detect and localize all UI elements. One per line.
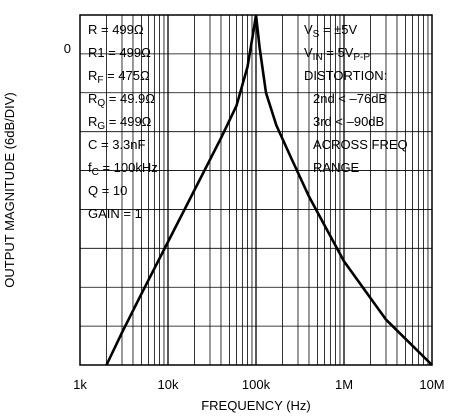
annotation-c: C = 3.3nF (88, 137, 146, 152)
y-tick-label: 0 (64, 41, 71, 56)
x-tick-label: 100k (242, 377, 271, 392)
x-tick-label: 10k (158, 377, 179, 392)
annotation-range: RANGE (313, 160, 360, 175)
series-line (105, 14, 433, 366)
x-tick-label: 1M (335, 377, 353, 392)
x-tick-labels: 1k 10k 100k 1M 10M (73, 377, 445, 392)
annotation-q: Q = 10 (88, 183, 127, 198)
annotation-3rd: 3rd < –90dB (313, 114, 384, 129)
annotation-across: ACROSS FREQ (313, 137, 408, 152)
x-tick-label: 1k (73, 377, 87, 392)
annotation-rq: RQ = 49.9Ω (88, 91, 155, 109)
annotation-r: R = 499Ω (88, 22, 144, 37)
annotation-fc: fC = 100kHz (88, 160, 158, 178)
annotation-rg: RG = 499Ω (88, 114, 152, 132)
annotation-left: R = 499Ω R1 = 499Ω RF = 475Ω RQ = 49.9Ω … (88, 22, 158, 221)
x-tick-label: 10M (419, 377, 444, 392)
annotation-r1: R1 = 499Ω (88, 45, 151, 60)
annotation-vin: VIN = 5VP-P (304, 45, 370, 63)
annotation-gain: GAIN = 1 (88, 206, 142, 221)
y-axis-title: OUTPUT MAGNITUDE (6dB/DIV) (2, 92, 17, 288)
annotation-rf: RF = 475Ω (88, 68, 150, 86)
annotation-distortion: DISTORTION: (304, 68, 387, 83)
annotation-right: VS = ±5V VIN = 5VP-P DISTORTION: 2nd < –… (304, 22, 408, 175)
y-tick-labels: 0 (64, 41, 71, 56)
x-axis-title: FREQUENCY (Hz) (201, 398, 311, 413)
grid (80, 15, 432, 365)
annotation-2nd: 2nd < –76dB (313, 91, 387, 106)
